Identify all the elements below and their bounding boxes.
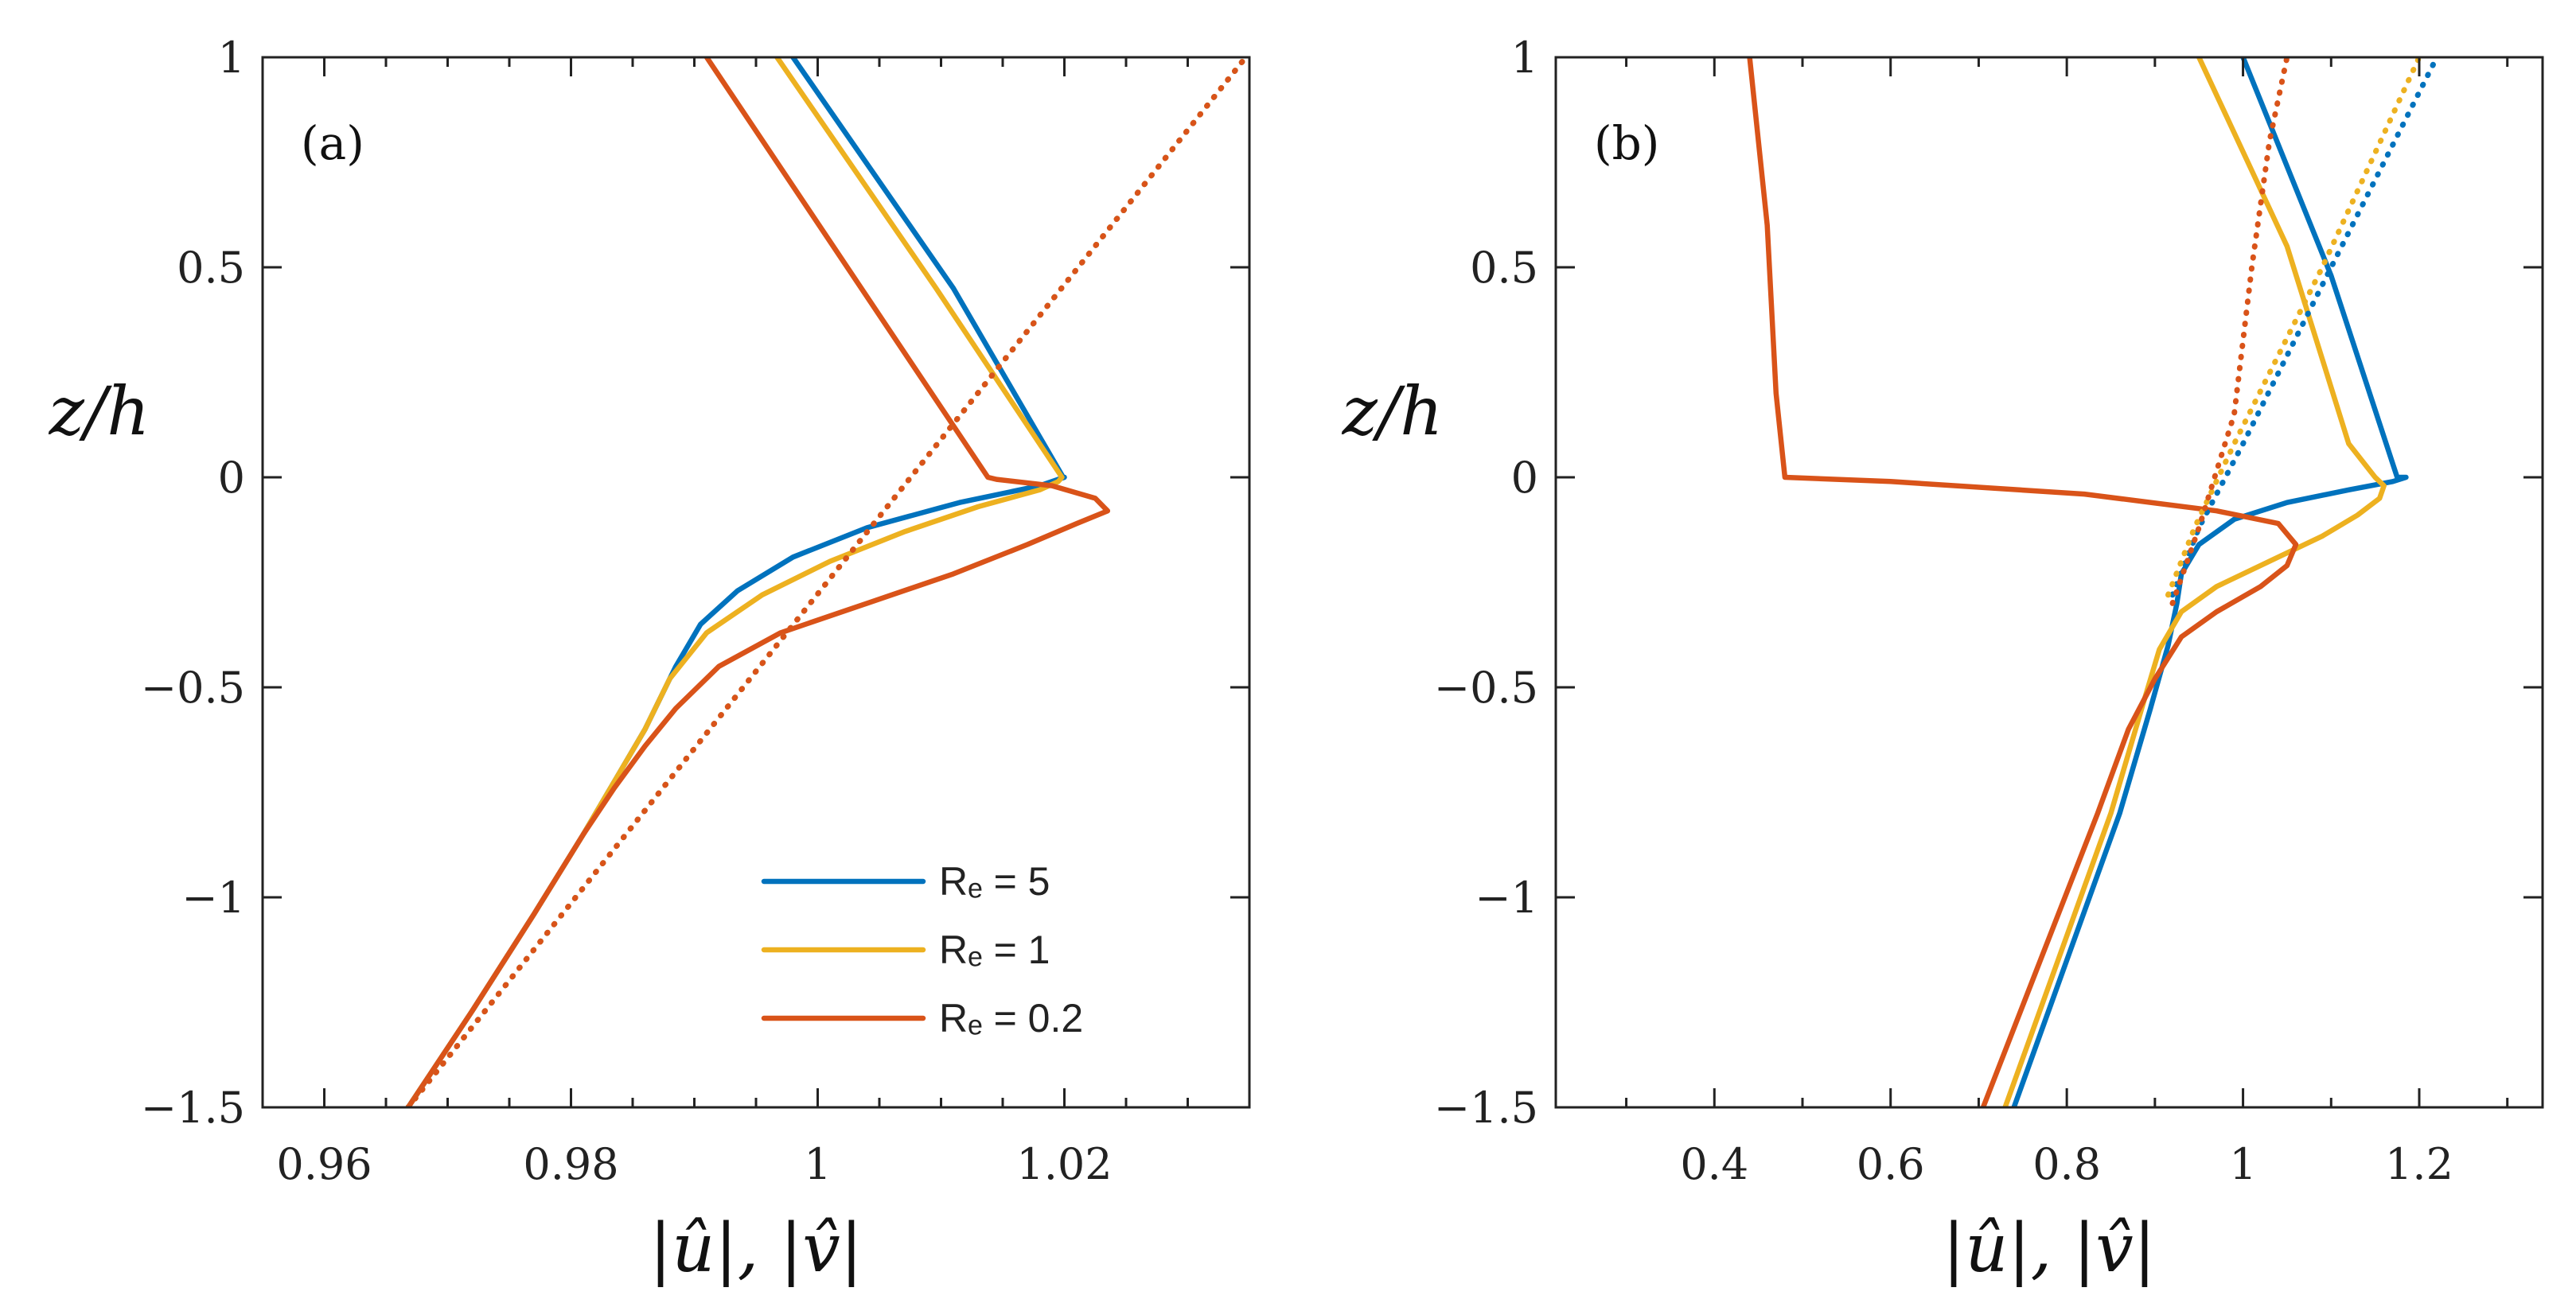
panel-a-xtick-label: 1 xyxy=(804,1139,831,1189)
panel-b-series-r-e-1-dotted xyxy=(2165,57,2422,598)
panel-b-ylabel: z/h xyxy=(1342,372,1444,450)
panel-a-xtick-label: 1.02 xyxy=(1016,1139,1112,1189)
panel-a-xlabel: |û|, |v̂| xyxy=(649,1209,863,1287)
legend-label-re-1: Rₑ = 1 xyxy=(939,928,1050,972)
panel-a-series-r-e-0-2 xyxy=(405,57,1111,1107)
panel-a-ylabel: z/h xyxy=(49,372,150,450)
legend-label-re-0-2: Rₑ = 0.2 xyxy=(939,996,1083,1041)
panel-b-xtick-label: 0.4 xyxy=(1680,1139,1748,1189)
panel-b-ytick-label: −1 xyxy=(1475,873,1538,923)
panel-b-series-r-e-0-2 xyxy=(1747,57,2299,1107)
panel-a-curves xyxy=(405,57,1249,1107)
panel-a-label: (a) xyxy=(301,116,364,170)
panel-b-series-r-e-5 xyxy=(2011,57,2409,1107)
panel-b-xtick-label: 1.2 xyxy=(2385,1139,2453,1189)
panel-b-ytick-label: −1.5 xyxy=(1434,1083,1538,1133)
panel-b-xtick-label: 0.6 xyxy=(1857,1139,1925,1189)
panel-a-ytick-label: 0 xyxy=(218,453,245,503)
panel-a-xtick-label: 0.98 xyxy=(523,1139,618,1189)
panel-b-curves xyxy=(1747,57,2440,1107)
panel-a-ytick-label: −1 xyxy=(181,873,245,923)
legend: Rₑ = 5 Rₑ = 1 Rₑ = 0.2 xyxy=(761,859,1083,1041)
panel-b-xlabel: |û|, |v̂| xyxy=(1943,1209,2156,1287)
panel-b-ytick-label: 0 xyxy=(1511,453,1538,503)
panel-b-xtick-label: 1 xyxy=(2229,1139,2256,1189)
panel-b-xtick-label: 0.8 xyxy=(2032,1139,2101,1189)
panel-b: 0.4 0.6 0.8 1 1.2 −1.5 −1 −0.5 0 0.5 1 (b) |û|, |v̂|… xyxy=(1342,33,2544,1287)
panel-a-ytick-label: −0.5 xyxy=(141,663,245,713)
panel-b-ytick-label: 1 xyxy=(1511,33,1538,83)
panel-a-series-r-e-0-2-dotted xyxy=(405,57,1249,1107)
panel-a-ytick-label: 1 xyxy=(218,33,245,83)
panel-b-series-r-e-0-2-dotted xyxy=(2169,57,2290,606)
panel-a-xtick-label: 0.96 xyxy=(276,1139,372,1189)
panel-a-ytick-label: −1.5 xyxy=(141,1083,245,1133)
panel-b-label: (b) xyxy=(1594,116,1659,170)
panel-b-axes-frame xyxy=(1554,56,2544,1109)
legend-label-re-5: Rₑ = 5 xyxy=(939,859,1050,904)
panel-b-ytick-label: 0.5 xyxy=(1470,243,1538,293)
panel-a: 0.96 0.98 1 1.02 −1.5 −1 −0.5 0 0.5 1 (a) |û|, |v̂|… xyxy=(49,33,1251,1287)
panel-a-ytick-label: 0.5 xyxy=(177,243,245,293)
panel-b-ytick-label: −0.5 xyxy=(1434,663,1538,713)
